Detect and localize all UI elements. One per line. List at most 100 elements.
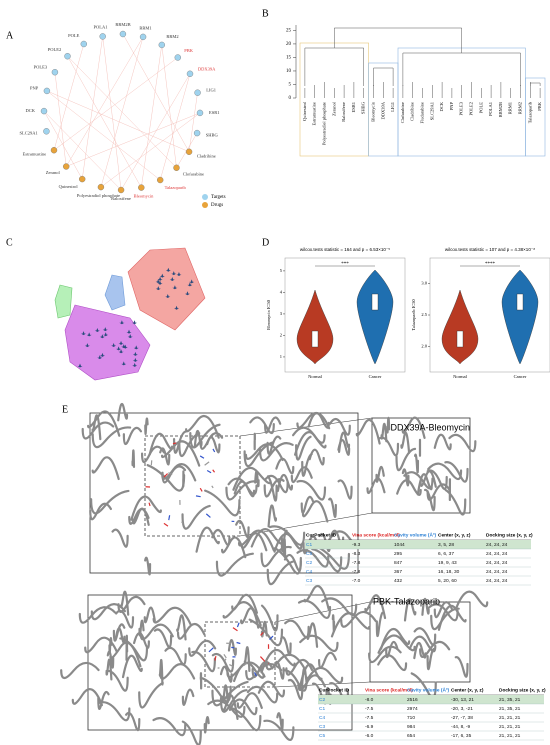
ribbon — [401, 468, 410, 487]
ribbon — [263, 719, 295, 741]
ligand-bond — [205, 513, 211, 518]
node-label: Cladribine — [197, 153, 216, 158]
network-star — [174, 305, 180, 310]
ribbon — [222, 601, 262, 627]
network-edge — [43, 110, 122, 191]
table-cell: 24, 24, 24 — [486, 569, 508, 575]
network-node — [193, 129, 201, 137]
network-star — [99, 352, 105, 357]
table-cell: 710 — [407, 715, 415, 721]
ligand-bond — [163, 522, 169, 527]
ribbon — [306, 622, 319, 648]
ribbon — [285, 658, 314, 676]
ligand-bond — [168, 515, 171, 521]
ribbon — [318, 651, 337, 670]
ribbon — [426, 469, 448, 490]
network-star — [103, 332, 109, 337]
table-header: CurPocket ID — [306, 532, 337, 538]
ribbon — [109, 641, 142, 668]
plot-title: wilcox.tests statistic = 164 and p = 6.5… — [300, 247, 390, 252]
network-star — [99, 334, 105, 339]
ribbon — [139, 623, 174, 641]
ribbon — [144, 556, 152, 576]
ribbon — [321, 597, 358, 616]
network-star — [126, 329, 132, 334]
violin — [501, 269, 539, 365]
leaf-label: POLE — [478, 102, 483, 114]
ribbon — [403, 598, 417, 622]
ribbon — [117, 402, 129, 422]
node-label: Polyestradiol phosphate — [77, 193, 120, 198]
ribbon — [97, 701, 131, 722]
ribbon — [227, 639, 237, 656]
table-cell: -30, 13, 21 — [451, 697, 474, 703]
network-star — [176, 272, 182, 277]
leaf-label: Raloxifene — [341, 102, 346, 122]
ribbon — [337, 479, 353, 500]
ligand-bond — [259, 656, 266, 662]
leaf-label: Quinestrol — [302, 101, 307, 121]
complex-title: DDX39A-Bleomycin — [390, 422, 470, 432]
ribbon — [115, 609, 135, 629]
network-star — [157, 280, 163, 285]
ribbon — [227, 477, 258, 496]
ribbon — [161, 465, 187, 484]
ribbon — [364, 594, 387, 620]
ribbon — [296, 411, 331, 430]
legend-label: Drugs — [211, 203, 223, 208]
ligand-bond — [212, 469, 216, 473]
network-node — [51, 69, 59, 76]
network-node — [158, 41, 165, 49]
y-tick-label: 5 — [280, 268, 283, 273]
table-cell: 367 — [394, 569, 402, 575]
ligand-bond — [208, 647, 214, 653]
panel-label: E — [62, 404, 68, 415]
row-highlight — [318, 695, 544, 704]
network-star — [132, 351, 138, 356]
network-edge — [161, 44, 177, 168]
network-star — [97, 355, 103, 360]
network-star — [187, 282, 193, 287]
network-node — [139, 33, 147, 41]
y-tick-label: 2 — [280, 332, 282, 337]
ribbon — [188, 639, 217, 657]
node-label: POLE2 — [48, 47, 62, 52]
table-header: Vina score (kcal/mol) — [352, 532, 400, 538]
ribbon — [97, 690, 110, 710]
ribbon — [243, 646, 251, 673]
y-tick-label: 25 — [286, 29, 292, 34]
network-node — [119, 30, 127, 38]
ribbon — [91, 426, 132, 449]
legend-marker — [202, 202, 208, 208]
network-node — [185, 148, 193, 155]
ribbon — [427, 462, 463, 481]
ribbon — [276, 712, 284, 731]
ribbon — [90, 489, 130, 515]
ribbon — [375, 611, 384, 638]
network-star — [132, 357, 138, 362]
ribbon — [413, 641, 427, 660]
significance: **** — [485, 262, 496, 267]
ribbon — [181, 688, 195, 706]
network-star — [121, 361, 127, 366]
leaf-label: DDX39A — [380, 101, 385, 119]
ribbon — [152, 606, 192, 626]
leaf-label: PNP — [449, 102, 454, 111]
ribbon — [81, 421, 115, 440]
table-header: Docking size (x, y, z) — [499, 687, 546, 693]
ligand-bond — [211, 485, 214, 489]
table-cell: 21, 21, 21 — [499, 724, 521, 730]
node-label: RRM2 — [166, 34, 178, 39]
table-cell: 6, 6, 37 — [438, 551, 454, 557]
violin — [441, 289, 479, 365]
network-node — [40, 107, 48, 115]
ribbon — [89, 502, 112, 521]
ligand-bond — [204, 461, 210, 466]
ribbon — [413, 627, 437, 646]
ribbon — [105, 658, 113, 681]
ribbon — [303, 585, 330, 611]
network-star — [172, 285, 178, 290]
network-edge — [122, 33, 190, 152]
network-star — [122, 344, 128, 349]
network-node — [80, 40, 87, 48]
